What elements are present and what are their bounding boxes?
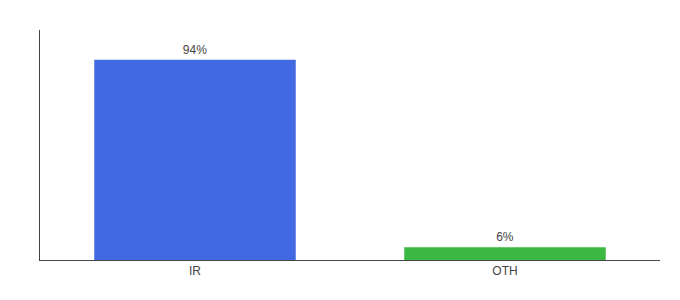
svg-text:94%: 94% (183, 43, 207, 57)
svg-text:6%: 6% (496, 230, 514, 244)
svg-text:OTH: OTH (492, 264, 517, 278)
svg-text:IR: IR (189, 264, 201, 278)
